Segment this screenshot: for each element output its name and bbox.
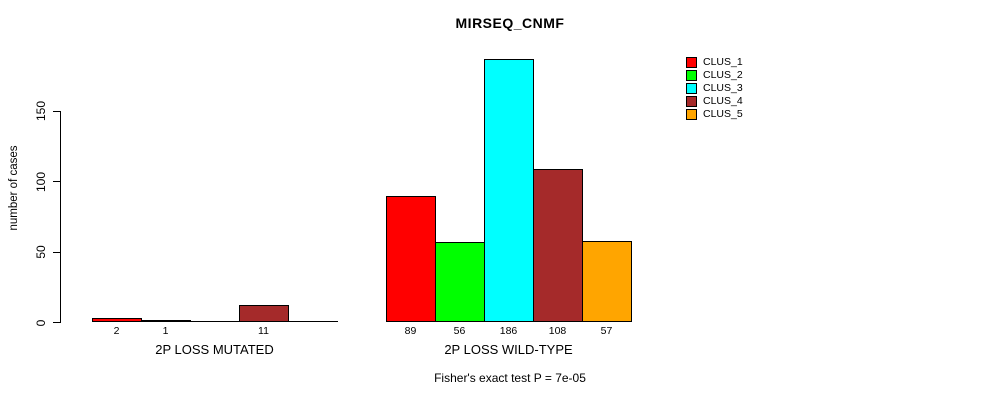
bar-CLUS_4 <box>533 169 583 322</box>
bar-value-label: 108 <box>548 325 567 337</box>
bar-CLUS_2 <box>141 320 191 322</box>
bar-CLUS_3 <box>484 59 534 322</box>
chart-title: MIRSEQ_CNMF <box>455 15 565 31</box>
x-group-label-mutated: 2P LOSS MUTATED <box>155 342 274 357</box>
bar-value-label: 186 <box>499 325 518 337</box>
y-axis-tick <box>53 181 60 182</box>
y-axis-line <box>60 110 61 323</box>
legend-color-swatch <box>686 83 697 94</box>
legend-color-swatch <box>686 109 697 120</box>
legend-item: CLUS_5 <box>686 108 743 121</box>
fishers-test-annotation: Fisher's exact test P = 7e-05 <box>434 371 586 385</box>
bar-value-label: 11 <box>258 325 269 337</box>
bar-value-label: 57 <box>600 325 613 337</box>
legend-color-swatch <box>686 70 697 81</box>
bar-zero-CLUS_5 <box>288 321 338 322</box>
bar-zero-CLUS_3 <box>190 321 240 322</box>
legend-item: CLUS_1 <box>686 56 743 69</box>
legend-item: CLUS_4 <box>686 95 743 108</box>
y-axis-tick-label: 0 <box>34 319 48 326</box>
y-axis-tick-label: 150 <box>34 100 48 122</box>
bar-CLUS_1 <box>92 318 142 322</box>
legend-item-label: CLUS_3 <box>703 82 743 94</box>
legend-color-swatch <box>686 57 697 68</box>
y-axis-tick <box>53 251 60 253</box>
legend-color-swatch <box>686 96 697 107</box>
legend-item-label: CLUS_4 <box>703 95 743 107</box>
legend-item-label: CLUS_5 <box>703 108 743 120</box>
bar-value-label: 89 <box>404 325 417 337</box>
y-axis-tick <box>53 110 60 112</box>
bar-value-label: 56 <box>453 325 466 337</box>
y-axis-tick-label: 50 <box>34 245 48 259</box>
bar-CLUS_5 <box>582 241 632 322</box>
y-axis-tick-label: 100 <box>34 171 48 192</box>
bar-value-label: 2 <box>113 325 120 337</box>
bar-CLUS_1 <box>386 196 436 322</box>
bar-CLUS_4 <box>239 305 289 322</box>
legend-item-label: CLUS_2 <box>703 69 743 81</box>
legend-item-label: CLUS_1 <box>703 56 743 68</box>
y-axis-tick <box>53 322 60 323</box>
y-axis-label: number of cases <box>8 145 20 231</box>
bar-value-label: 1 <box>162 325 169 337</box>
bar-CLUS_2 <box>435 242 485 322</box>
legend-item: CLUS_3 <box>686 82 743 95</box>
legend-item: CLUS_2 <box>686 69 743 82</box>
x-group-label-wild-type: 2P LOSS WILD-TYPE <box>444 342 573 357</box>
legend: CLUS_1 CLUS_2 CLUS_3 CLUS_4 CLUS_5 <box>686 56 743 121</box>
